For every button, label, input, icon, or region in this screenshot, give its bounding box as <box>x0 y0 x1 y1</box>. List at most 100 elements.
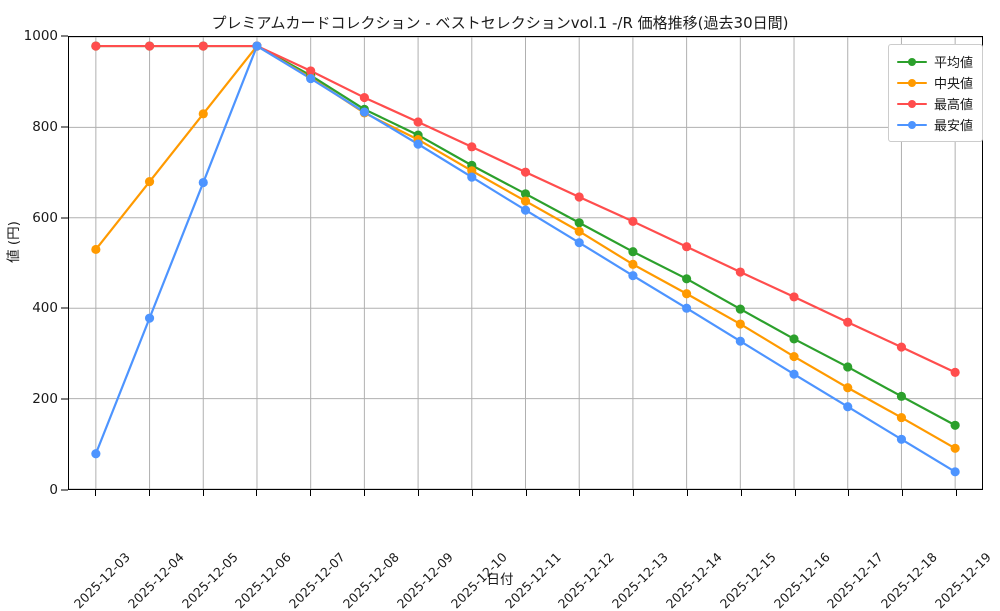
data-point-marker[interactable] <box>252 41 262 51</box>
y-tick-label: 1000 <box>23 28 58 44</box>
y-tick-mark <box>61 489 68 491</box>
data-point-marker[interactable] <box>843 317 853 327</box>
x-axis-tick-labels: 2025-12-03 2025-12-04 2025-12-05 2025-12-06… <box>68 498 994 611</box>
data-point-marker[interactable] <box>144 177 155 187</box>
data-point-marker[interactable] <box>91 41 101 51</box>
series-line <box>94 44 957 473</box>
y-tick-label: 0 <box>49 482 58 498</box>
chart-legend[interactable]: 平均値 中央値最高値最安値 <box>888 44 984 142</box>
data-point-marker[interactable] <box>413 117 423 127</box>
data-point-marker[interactable] <box>735 319 745 329</box>
y-tick-label: 800 <box>32 118 58 135</box>
data-point-marker[interactable] <box>413 139 423 149</box>
y-axis-tick-labels: 0 200 400 600 800 1000 <box>0 28 58 498</box>
data-point-marker[interactable] <box>628 271 638 281</box>
legend-marker-icon <box>908 57 916 66</box>
data-point-marker[interactable] <box>144 313 155 323</box>
data-point-marker[interactable] <box>628 216 638 226</box>
x-tick-mark <box>579 490 581 496</box>
data-point-marker[interactable] <box>467 172 477 182</box>
data-point-marker[interactable] <box>682 274 692 284</box>
legend-marker-icon <box>908 99 916 108</box>
chart-title: プレミアムカードコレクション - ベストセレクションvol.1 -/R 価格推移… <box>211 14 789 32</box>
data-point-marker[interactable] <box>574 238 584 248</box>
y-tick-mark <box>61 217 68 219</box>
y-tick-label: 400 <box>32 300 58 317</box>
data-point-marker[interactable] <box>467 166 477 176</box>
data-point-marker[interactable] <box>628 247 638 257</box>
data-point-marker[interactable] <box>198 41 208 51</box>
data-point-marker[interactable] <box>682 303 692 313</box>
data-point-marker[interactable] <box>91 449 101 459</box>
data-point-marker[interactable] <box>682 242 692 252</box>
y-tick-mark <box>61 307 68 309</box>
data-point-marker[interactable] <box>520 189 531 199</box>
data-point-marker[interactable] <box>144 41 155 51</box>
legend-item[interactable]: 平均値 <box>897 51 973 72</box>
y-tick-mark <box>61 35 68 37</box>
x-tick-mark <box>471 490 473 496</box>
data-point-marker[interactable] <box>843 402 853 412</box>
data-point-marker[interactable] <box>735 336 745 346</box>
x-tick-mark <box>740 490 742 496</box>
x-axis-label: 日付 <box>486 572 514 588</box>
data-point-marker[interactable] <box>843 362 853 372</box>
legend-item[interactable]: 中央値 <box>897 72 973 93</box>
data-point-marker[interactable] <box>467 142 477 152</box>
legend-swatch-icon <box>897 118 927 132</box>
y-tick-mark <box>61 126 68 128</box>
x-tick-mark <box>686 490 688 496</box>
x-tick-mark <box>148 490 150 496</box>
data-point-marker[interactable] <box>91 244 101 255</box>
data-point-marker[interactable] <box>735 267 745 277</box>
data-point-marker[interactable] <box>789 334 799 344</box>
grid-lines <box>69 37 982 489</box>
legend-item-label: 平均値 <box>934 56 974 71</box>
data-point-marker[interactable] <box>789 351 799 362</box>
x-tick-mark <box>256 490 258 496</box>
data-point-marker[interactable] <box>950 367 960 377</box>
legend-marker-icon <box>908 120 916 129</box>
data-point-marker[interactable] <box>520 196 531 206</box>
x-tick-mark <box>794 490 796 496</box>
data-point-marker[interactable] <box>789 369 799 379</box>
y-axis-tick-marks <box>60 35 68 491</box>
data-point-marker[interactable] <box>950 443 960 453</box>
data-point-marker[interactable] <box>896 434 907 444</box>
legend-item[interactable]: 最高値 <box>897 93 973 114</box>
data-point-marker[interactable] <box>306 74 316 84</box>
data-point-marker[interactable] <box>359 107 369 117</box>
data-point-marker[interactable] <box>198 109 208 119</box>
y-tick-label: 200 <box>32 391 58 408</box>
legend-item-label: 最高値 <box>934 98 974 113</box>
data-point-marker[interactable] <box>574 192 584 202</box>
x-tick-mark <box>202 490 204 496</box>
legend-swatch-icon <box>897 97 927 111</box>
data-point-marker[interactable] <box>198 177 208 188</box>
plot-area <box>68 36 983 490</box>
x-tick-mark <box>956 490 958 496</box>
data-point-marker[interactable] <box>574 218 584 228</box>
data-point-marker[interactable] <box>574 226 584 236</box>
data-point-marker[interactable] <box>682 289 692 299</box>
data-point-marker[interactable] <box>896 342 907 352</box>
data-point-marker[interactable] <box>359 92 369 103</box>
data-point-marker[interactable] <box>520 205 531 215</box>
data-point-marker[interactable] <box>735 304 745 314</box>
y-tick-label: 600 <box>32 209 58 226</box>
data-point-marker[interactable] <box>306 66 316 76</box>
series-line <box>94 44 957 450</box>
data-point-marker[interactable] <box>950 467 960 477</box>
data-point-marker[interactable] <box>789 292 799 302</box>
legend-item[interactable]: 最安値 <box>897 114 973 135</box>
data-point-marker[interactable] <box>628 259 638 269</box>
data-point-marker[interactable] <box>950 420 960 430</box>
data-point-marker[interactable] <box>520 167 531 177</box>
data-point-marker[interactable] <box>896 413 907 423</box>
data-point-marker[interactable] <box>843 383 853 393</box>
data-point-marker[interactable] <box>896 391 907 401</box>
legend-marker-icon <box>908 78 916 87</box>
series-line <box>94 44 957 427</box>
legend-item-label: 最安値 <box>934 119 974 134</box>
